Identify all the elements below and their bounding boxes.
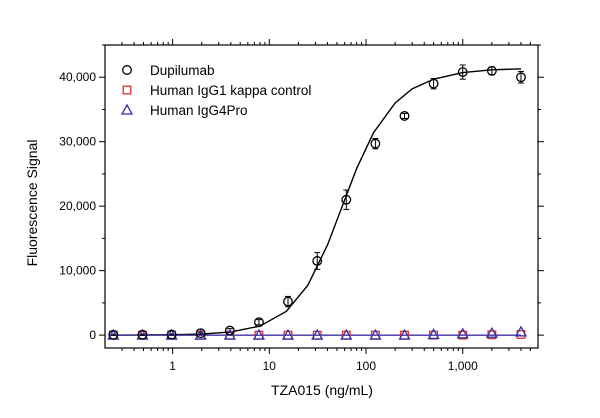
dupilumab-point (370, 138, 381, 149)
data-markers (107, 65, 528, 340)
igg4pro-point (369, 328, 382, 340)
legend-label: Human IgG1 kappa control (150, 83, 311, 98)
x-tick-label: 1 (169, 359, 176, 373)
y-tick-label: 20,000 (59, 199, 96, 213)
x-tick-label: 1,000 (448, 359, 478, 373)
dupilumab-point (516, 72, 526, 83)
dupilumab-point (137, 329, 148, 340)
igg4pro-point (485, 326, 498, 338)
dupilumab-point (341, 194, 352, 205)
square-icon (122, 85, 132, 95)
igg4pro-point (456, 327, 469, 339)
legend: Dupilumab Human IgG1 kappa control Human I… (120, 63, 311, 118)
legend-entry-igg4pro: Human IgG4Pro (120, 103, 248, 118)
y-tick-label: 10,000 (59, 264, 96, 278)
dupilumab-point (457, 67, 468, 78)
y-tick-label: 30,000 (59, 135, 96, 149)
dupilumab-point (486, 65, 497, 76)
legend-label: Dupilumab (150, 63, 215, 78)
legend-entry-dupilumab: Dupilumab (122, 63, 215, 78)
igg4pro-point (427, 328, 440, 340)
igg4pro-point (514, 325, 528, 337)
dupilumab-point (312, 256, 323, 266)
igg4pro-point (194, 328, 207, 340)
dupilumab-point (195, 328, 206, 339)
y-axis-title: Fluorescence Signal (24, 140, 40, 267)
axes: 1 10 100 1,000 0 10,000 20,000 30,000 40,000 (59, 39, 544, 373)
igg4pro-point (398, 328, 411, 340)
legend-entry-control: Human IgG1 kappa control (122, 83, 311, 98)
igg4pro-point (311, 328, 324, 340)
dupilumab-point (399, 110, 410, 121)
dupilumab-point (253, 317, 264, 328)
dupilumab-point (283, 296, 293, 307)
triangle-icon (120, 103, 134, 115)
igg4pro-point (252, 328, 266, 340)
igg4pro-point (281, 328, 295, 340)
dupilumab-point (428, 78, 439, 89)
dupilumab-point (108, 329, 119, 340)
x-tick-label: 100 (356, 359, 376, 373)
circle-icon (122, 65, 132, 75)
dupilumab-point (224, 325, 235, 336)
x-axis-title: TZA015 (ng/mL) (271, 382, 373, 398)
dupilumab-point (166, 329, 177, 340)
legend-label: Human IgG4Pro (150, 103, 248, 118)
y-tick-label: 0 (89, 328, 96, 342)
igg4pro-point (340, 328, 353, 340)
plot-frame (104, 44, 539, 349)
y-tick-label: 40,000 (59, 70, 96, 84)
x-tick-label: 10 (263, 359, 277, 373)
